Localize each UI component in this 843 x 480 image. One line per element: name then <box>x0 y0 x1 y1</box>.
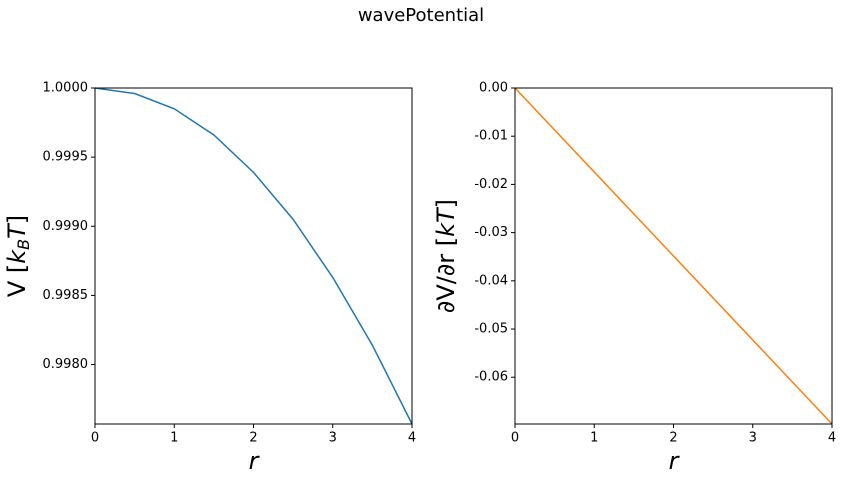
line-series <box>514 87 833 425</box>
y-tick-label: 0.00 <box>479 81 508 96</box>
x-tick-label: 4 <box>408 431 416 446</box>
x-tick-label: 2 <box>669 431 677 446</box>
y-tick-label: -0.05 <box>474 322 508 337</box>
y-axis-label-part: ] <box>3 215 31 224</box>
x-tick-label: 1 <box>590 431 598 446</box>
x-axis-label: r <box>249 447 261 475</box>
plot-frame <box>94 87 413 425</box>
y-tick-label: -0.02 <box>474 177 508 192</box>
x-tick-label: 4 <box>828 431 836 446</box>
y-axis-label-part: kT <box>432 206 460 237</box>
x-tick-label: 1 <box>170 431 178 446</box>
x-tick-label: 3 <box>749 431 757 446</box>
figure-title: wavePotential <box>358 5 484 26</box>
plot-frame <box>514 87 833 425</box>
y-axis-label: V [kBT] <box>3 215 33 297</box>
y-axis-label-part: T <box>3 222 31 239</box>
x-tick-label: 0 <box>91 431 99 446</box>
x-axis-label: r <box>669 447 681 475</box>
y-tick-label: -0.04 <box>474 273 508 288</box>
y-tick-label: 0.9990 <box>43 219 89 234</box>
y-tick-label: 0.9980 <box>43 357 89 372</box>
y-tick-label: 1.0000 <box>43 81 89 96</box>
y-axis-label-part: k <box>3 249 31 264</box>
line-series <box>94 87 413 425</box>
y-axis-label-part: ] <box>432 199 460 208</box>
y-axis-label-part: ∂V/∂r [ <box>432 237 460 313</box>
y-tick-label: -0.01 <box>474 129 508 144</box>
x-tick-label: 3 <box>329 431 337 446</box>
y-tick-label: 0.9995 <box>43 150 89 165</box>
y-axis-label-part: B <box>14 239 33 250</box>
y-tick-label: -0.03 <box>474 225 508 240</box>
y-tick-label: 0.9985 <box>43 288 89 303</box>
x-tick-label: 2 <box>249 431 257 446</box>
y-tick-label: -0.06 <box>474 370 508 385</box>
y-axis-label-part: V [ <box>3 264 31 297</box>
y-axis-label: ∂V/∂r [kT] <box>432 199 460 313</box>
x-tick-label: 0 <box>511 431 519 446</box>
